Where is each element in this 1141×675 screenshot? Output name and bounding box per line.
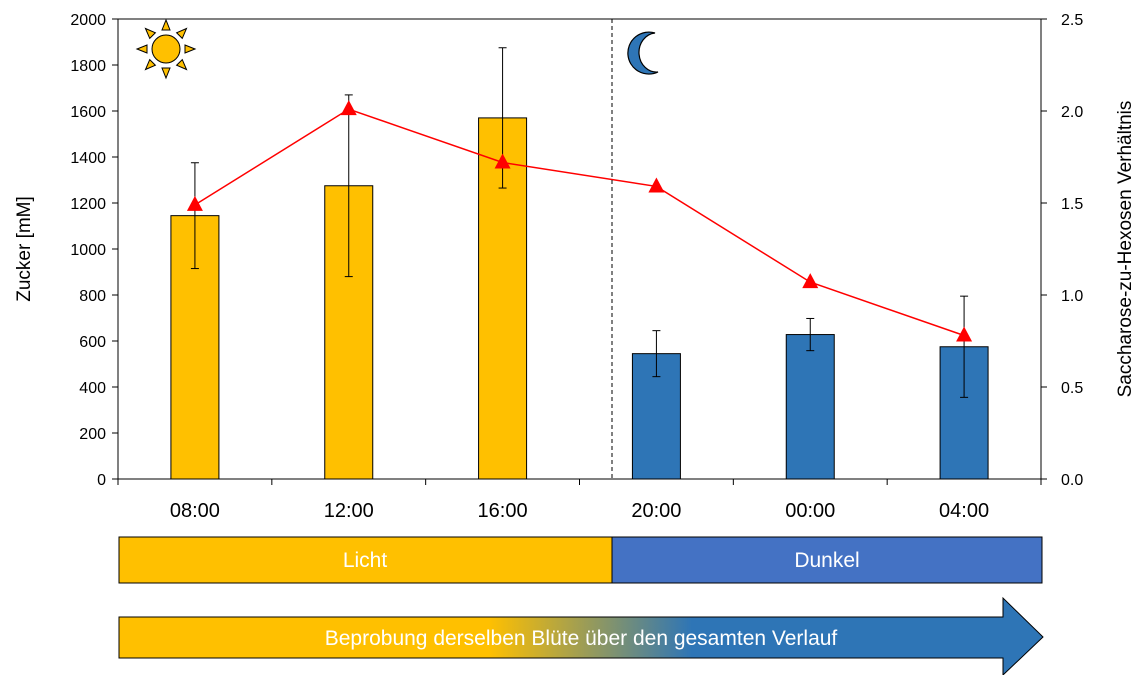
y-axis-title: Zucker [mM] [14, 196, 35, 302]
y-tick-label: 800 [79, 288, 106, 305]
y2-axis-title: Saccharose-zu-Hexosen Verhältnis [1115, 101, 1136, 398]
phase-dark-label: Dunkel [794, 549, 859, 572]
ratio-point [648, 177, 665, 193]
y-tick-label: 1000 [70, 242, 106, 259]
y-tick-label: 1400 [70, 150, 106, 167]
moon-icon [627, 31, 659, 75]
ratio-point [494, 153, 511, 169]
ratio-line [194, 108, 965, 337]
ratio-series [186, 100, 973, 342]
sampling-arrow-label: Beprobung derselben Blüte über den gesam… [325, 627, 838, 650]
y2-tick-label: 1.5 [1061, 196, 1083, 213]
plot-frame [117, 18, 1042, 480]
y2-tick-label: 1.0 [1061, 288, 1083, 305]
left-axis: 0 200 400 600 800 1000 1200 1400 1600 1800 2000 [70, 12, 118, 489]
x-tick-label: 16:00 [478, 500, 528, 522]
x-tick-label: 08:00 [170, 500, 220, 522]
y-tick-label: 600 [79, 334, 106, 351]
y-tick-label: 2000 [70, 12, 106, 29]
phase-light-label: Licht [343, 549, 388, 572]
y2-tick-label: 0.5 [1061, 380, 1083, 397]
y2-tick-label: 0.0 [1061, 472, 1083, 489]
y-tick-label: 400 [79, 380, 106, 397]
ratio-point [956, 326, 973, 342]
sun-icon [135, 18, 197, 80]
x-tick-label: 12:00 [324, 500, 374, 522]
bar-series [170, 117, 989, 480]
phase-dark-band [611, 536, 1043, 584]
right-axis: 0.0 0.5 1.0 1.5 2.0 2.5 [1041, 12, 1083, 489]
y2-tick-label: 2.0 [1061, 104, 1083, 121]
y2-tick-label: 2.5 [1061, 12, 1083, 29]
sampling-arrow [118, 596, 1044, 675]
y-tick-label: 1600 [70, 104, 106, 121]
error-bars [190, 47, 969, 398]
x-axis: 08:00 12:00 16:00 20:00 00:00 04:00 [117, 479, 1042, 522]
x-tick-label: 00:00 [785, 500, 835, 522]
ratio-point [340, 100, 357, 116]
y-tick-label: 200 [79, 426, 106, 443]
bar [785, 334, 835, 480]
x-tick-label: 04:00 [939, 500, 989, 522]
ratio-point [186, 195, 203, 211]
y-tick-label: 1200 [70, 196, 106, 213]
y-tick-label: 0 [97, 472, 106, 489]
y-tick-label: 1800 [70, 58, 106, 75]
x-tick-label: 20:00 [631, 500, 681, 522]
ratio-point [802, 273, 819, 289]
